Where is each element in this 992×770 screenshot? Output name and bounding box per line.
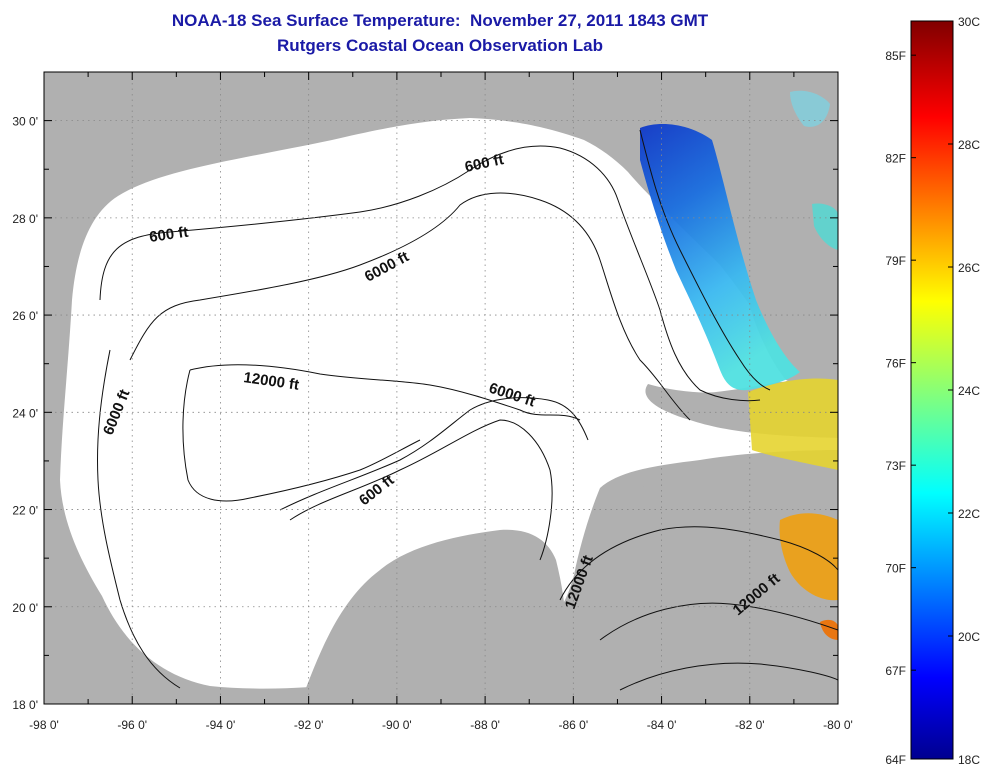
land-florida: [700, 72, 838, 382]
colorbar-f-label: 73F: [885, 459, 906, 473]
colorbar-f-label: 76F: [885, 357, 906, 371]
lon-tick-label: -90 0': [382, 718, 412, 732]
lon-tick-label: -96 0': [117, 718, 147, 732]
contour-6000ft-north: [129, 192, 691, 421]
colorbar-f-label: 67F: [885, 664, 906, 678]
gulf-water: [60, 118, 838, 689]
lat-tick-label: 18 0': [12, 698, 38, 712]
sst-patch-straits: [748, 378, 838, 470]
contour-600ft-north: [99, 145, 761, 402]
lon-tick-label: -94 0': [206, 718, 236, 732]
lon-tick-label: -88 0': [470, 718, 500, 732]
lat-tick-label: 30 0': [12, 115, 38, 129]
lat-tick-label: 20 0': [12, 601, 38, 615]
colorbar-fahrenheit-labels: 85F 82F 79F 76F 73F 70F 67F 64F: [885, 49, 916, 767]
contour-6000ft-south: [279, 397, 589, 511]
lat-tick-label: 28 0': [12, 212, 38, 226]
land-isle-of-youth: [700, 517, 724, 533]
sst-patch-atlantic-north: [790, 90, 830, 127]
colorbar-f-label: 64F: [885, 753, 906, 767]
colorbar-c-label: 24C: [958, 384, 980, 398]
lon-tick-label: -92 0': [294, 718, 324, 732]
lon-tick-label: -80 0': [823, 718, 853, 732]
lon-tick-label: -98 0': [29, 718, 59, 732]
colorbar-celsius-labels: 30C 28C 26C 24C 22C 20C 18C: [948, 15, 980, 767]
map-title: NOAA-18 Sea Surface Temperature: Novembe…: [171, 11, 709, 30]
contour-label-600-north: 600 ft: [148, 224, 189, 246]
contour-6000ft-west: [97, 349, 181, 689]
lon-tick-label: -86 0': [559, 718, 589, 732]
colorbar-gradient: [910, 20, 954, 760]
contour-600ft-south: [289, 419, 553, 561]
colorbar-c-label: 30C: [958, 15, 980, 29]
lon-tick-label: -84 0': [647, 718, 677, 732]
map-ticks: -98 0' -96 0' -94 0' -92 0' -90 0' -88 0' -86 …: [12, 71, 853, 732]
colorbar-f-label: 70F: [885, 562, 906, 576]
colorbar-f-label: 85F: [885, 49, 906, 63]
land-yucatan: [300, 529, 566, 704]
map-subtitle: Rutgers Coastal Ocean Observation Lab: [277, 36, 603, 55]
contour-florida-shelf: [639, 129, 771, 391]
bathymetry-contours: [97, 129, 838, 691]
lat-tick-label: 24 0': [12, 406, 38, 420]
contour-12000ft-caribbean: [559, 526, 838, 691]
map-title-block: NOAA-18 Sea Surface Temperature: Novembe…: [0, 8, 880, 58]
lat-tick-label: 26 0': [12, 309, 38, 323]
sst-patch-caribbean: [779, 513, 838, 601]
colorbar: 85F 82F 79F 76F 73F 70F 67F 64F 30C 28C 26C 24C 22C…: [885, 15, 980, 767]
colorbar-c-label: 20C: [958, 630, 980, 644]
sst-swath-florida: [640, 124, 800, 391]
land-cuba: [640, 457, 838, 520]
colorbar-c-label: 22C: [958, 507, 980, 521]
lon-tick-label: -82 0': [735, 718, 765, 732]
map-grid: [44, 72, 838, 704]
colorbar-c-label: 18C: [958, 753, 980, 767]
colorbar-c-label: 28C: [958, 138, 980, 152]
contour-12000ft-ring: [182, 364, 581, 502]
colorbar-c-label: 26C: [958, 261, 980, 275]
lat-tick-label: 22 0': [12, 504, 38, 518]
sst-patch-atlantic: [812, 203, 838, 250]
colorbar-f-label: 82F: [885, 152, 906, 166]
colorbar-f-label: 79F: [885, 254, 906, 268]
